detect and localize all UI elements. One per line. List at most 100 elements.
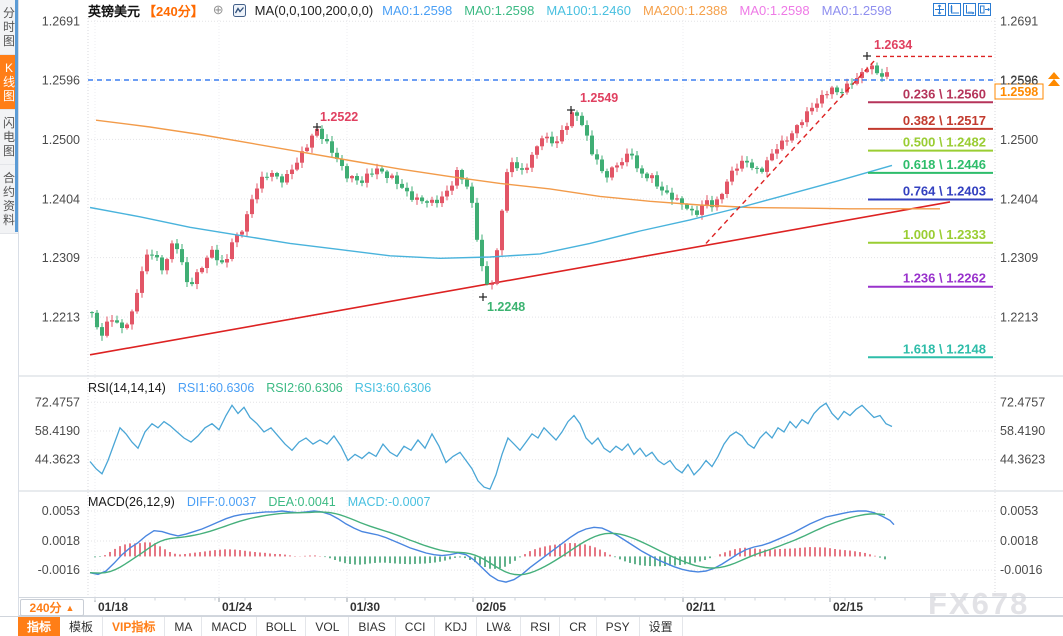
toolbar-item-7[interactable]: BIAS xyxy=(349,617,396,636)
axis-labels-layer: 1.2691 1.2691 1.2596 1.2596 1.2500 1.2500 1.24… xyxy=(35,15,1045,577)
sidebar-tab-1[interactable]: K线图 xyxy=(0,55,18,110)
y-axis-right-1: 1.2596 xyxy=(1000,74,1038,88)
y-axis-right-2: 1.2500 xyxy=(1000,133,1038,147)
rsi-values: RSI1:60.6306 RSI2:60.6306 RSI3:60.6306 xyxy=(178,381,431,395)
fib-level-0.500: 0.500 \ 1.2482 xyxy=(903,135,986,150)
x-axis-scale-icon[interactable] xyxy=(963,3,976,16)
sidebar-tab-3[interactable]: 合约资料 xyxy=(0,165,18,234)
period-selector-label: 240分 xyxy=(29,601,62,615)
fib-level-0.236: 0.236 \ 1.2560 xyxy=(903,86,986,101)
toolbar-item-9[interactable]: KDJ xyxy=(435,617,478,636)
y-axis-left-2: 1.2500 xyxy=(42,133,80,147)
rsi-header: RSI(14,14,14) RSI1:60.6306 RSI2:60.6306 RS… xyxy=(88,381,431,395)
y-axis-right-5: 1.2213 xyxy=(1000,311,1038,325)
y-axis-left-0: 1.2691 xyxy=(42,15,80,29)
x-axis-tick-label-2: 01/30 xyxy=(350,600,381,614)
macd-params-label[interactable]: MACD(26,12,9) xyxy=(88,495,175,509)
chevron-up-icon: ▲ xyxy=(65,602,75,613)
ma-value-0: MA0:1.2598 xyxy=(382,2,453,18)
symbol-title: 英镑美元 xyxy=(88,3,141,19)
y-axis-left-4: 1.2309 xyxy=(42,251,80,265)
price-annotation-1.2549: 1.2549 xyxy=(580,91,618,105)
macd-values-1: DEA:0.0041 xyxy=(268,495,336,509)
toolbar-item-13[interactable]: PSY xyxy=(597,617,640,636)
rsi-values-0: RSI1:60.6306 xyxy=(177,381,255,395)
trendlines-layer xyxy=(89,201,951,356)
svg-text:0.0018: 0.0018 xyxy=(42,534,80,548)
macd-values-2: MACD:-0.0007 xyxy=(347,495,431,509)
svg-text:44.3623: 44.3623 xyxy=(35,453,80,467)
toolbar-item-8[interactable]: CCI xyxy=(396,617,436,636)
current-price-tag xyxy=(994,83,1044,100)
period-label: 【240分】 xyxy=(143,3,204,19)
price-annotation-1.2634: 1.2634 xyxy=(874,38,912,52)
price-annotation-1.2522: 1.2522 xyxy=(320,110,358,124)
bottom-toolbar: 指标 模板 VIP指标 MA MACD BOLL VOL BIAS CCI KDJ LW& RSI CR… xyxy=(0,616,1063,636)
sidebar-tab-2[interactable]: 闪电图 xyxy=(0,110,18,165)
ma-value-1: MA0:1.2598 xyxy=(464,2,535,18)
toolbar-item-1[interactable]: 模板 xyxy=(60,617,104,636)
macd-values: DIFF:0.0037 DEA:0.0041 MACD:-0.0007 xyxy=(187,495,431,509)
y-axis-right-0: 1.2691 xyxy=(1000,15,1038,29)
toolbar-item-12[interactable]: CR xyxy=(560,617,597,636)
ma-value-5: MA0:1.2598 xyxy=(821,2,892,18)
fib-level-0.618: 0.618 \ 1.2446 xyxy=(903,157,986,172)
rsi-params-label[interactable]: RSI(14,14,14) xyxy=(88,381,166,395)
toolbar-item-0[interactable]: 指标 xyxy=(18,617,61,636)
svg-text:0.0053: 0.0053 xyxy=(1000,504,1038,518)
svg-text:0.0018: 0.0018 xyxy=(1000,534,1038,548)
toolbar-item-4[interactable]: MACD xyxy=(202,617,257,636)
toolbar-item-11[interactable]: RSI xyxy=(521,617,561,636)
toolbar-item-6[interactable]: VOL xyxy=(306,617,350,636)
x-axis-tick-label-5: 02/15 xyxy=(833,600,864,614)
sidebar-accent-bar xyxy=(15,0,18,232)
macd-values-0: DIFF:0.0037 xyxy=(186,495,257,509)
sidebar-tab-0[interactable]: 分时图 xyxy=(0,0,18,55)
rsi-values-1: RSI2:60.6306 xyxy=(266,381,343,395)
chart-header: 英镑美元 【240分】 ⊕ MA(0,0,100,200,0,0) MA0:1.… xyxy=(88,2,892,19)
svg-text:-0.0016: -0.0016 xyxy=(38,563,80,577)
ma-value-4: MA0:1.2598 xyxy=(739,2,810,18)
pan-view-icon[interactable] xyxy=(933,3,946,16)
x-axis-tick-label-3: 02/05 xyxy=(476,600,507,614)
globe-icon[interactable]: ⊕ xyxy=(212,2,224,17)
x-axis-tick-label-0: 01/18 xyxy=(98,600,129,614)
svg-text:0.0053: 0.0053 xyxy=(42,504,80,518)
period-selector-button[interactable]: 240分 ▲ xyxy=(20,599,84,616)
toolbar-item-3[interactable]: MA xyxy=(165,617,203,636)
jump-to-latest-icon[interactable] xyxy=(1048,72,1060,86)
fib-level-0.764: 0.764 \ 1.2403 xyxy=(903,183,986,198)
macd-header: MACD(26,12,9) DIFF:0.0037 DEA:0.0041 MACD:… xyxy=(88,495,430,509)
svg-text:72.4757: 72.4757 xyxy=(35,395,80,409)
y-axis-right-3: 1.2404 xyxy=(1000,192,1038,206)
ma-value-3: MA200:1.2388 xyxy=(642,2,728,18)
fib-level-1.618: 1.618 \ 1.2148 xyxy=(903,341,986,356)
y-axis-left-1: 1.2596 xyxy=(42,74,80,88)
ma-values: MA0:1.2598 MA0:1.2598 MA100:1.2460 MA200:1.… xyxy=(382,3,892,18)
svg-text:44.3623: 44.3623 xyxy=(1000,453,1045,467)
y-axis-left-3: 1.2404 xyxy=(42,192,80,206)
fib-level-1.236: 1.236 \ 1.2262 xyxy=(903,271,986,286)
left-tab-bar: 分时图 K线图 闪电图 合约资料 xyxy=(0,0,19,636)
toolbar-item-14[interactable]: 设置 xyxy=(640,617,683,636)
svg-text:58.4190: 58.4190 xyxy=(35,424,80,438)
toolbar-item-5[interactable]: BOLL xyxy=(257,617,307,636)
svg-text:1.2598: 1.2598 xyxy=(1000,85,1038,99)
collapse-right-icon[interactable] xyxy=(978,3,991,16)
overlays-layer: 0.236 \ 1.2560 0.382 \ 1.2517 0.500 \ 1.24… xyxy=(88,38,1060,583)
y-axis-scale-icon[interactable] xyxy=(948,3,961,16)
window-icons xyxy=(933,3,991,16)
ma-settings-label[interactable]: MA(0,0,100,200,0,0) xyxy=(254,2,374,18)
fib-level-0.382: 0.382 \ 1.2517 xyxy=(903,113,986,128)
y-axis-left-5: 1.2213 xyxy=(42,311,80,325)
fib-level-1.000: 1.000 \ 1.2333 xyxy=(903,227,986,242)
x-axis-tick-label-1: 01/24 xyxy=(222,600,253,614)
toolbar-item-10[interactable]: LW& xyxy=(477,617,522,636)
ma-value-2: MA100:1.2460 xyxy=(546,2,631,18)
toolbar-item-2[interactable]: VIP指标 xyxy=(103,617,166,636)
indicator-chart-icon xyxy=(232,3,246,17)
svg-text:72.4757: 72.4757 xyxy=(1000,395,1045,409)
svg-text:-0.0016: -0.0016 xyxy=(1000,563,1042,577)
gridlines-layer xyxy=(0,18,1063,616)
